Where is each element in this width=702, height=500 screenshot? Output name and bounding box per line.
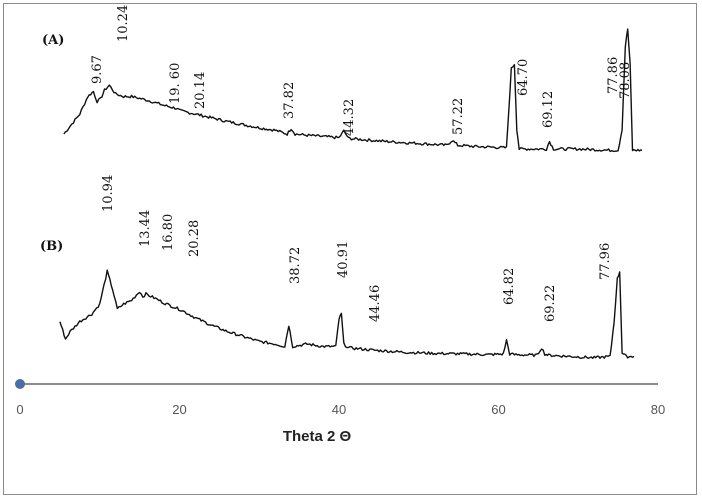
peak-label: 64.70 bbox=[516, 59, 531, 96]
peak-label: 57.22 bbox=[451, 98, 466, 135]
xrd-chart: 0 20 40 60 80 9.67 10.24 19. 60 20.14 37.82 44.32… bbox=[15, 5, 665, 445]
peak-label: 10.24 bbox=[116, 5, 131, 42]
series-layer bbox=[59, 28, 643, 359]
peak-label: 78.08 bbox=[618, 62, 633, 99]
x-tick-label: 80 bbox=[651, 402, 665, 417]
peak-label: 9.67 bbox=[90, 55, 105, 84]
peak-label: 13.44 bbox=[138, 210, 153, 247]
series-line-b bbox=[59, 269, 635, 359]
peak-label: 20.28 bbox=[187, 220, 202, 257]
peak-label: 20.14 bbox=[193, 72, 208, 109]
peak-label: 77.96 bbox=[598, 243, 613, 280]
x-ticks: 0 20 40 60 80 bbox=[16, 402, 665, 417]
peak-label: 44.32 bbox=[342, 99, 357, 136]
peak-label: 16.80 bbox=[161, 214, 176, 251]
peak-label: 10.94 bbox=[101, 175, 116, 212]
peak-label: 40.91 bbox=[336, 241, 351, 278]
peak-labels: 9.67 10.24 19. 60 20.14 37.82 44.32 57.22 64.70… bbox=[90, 5, 633, 322]
series-line-a bbox=[63, 28, 643, 153]
peak-label: 64.82 bbox=[502, 268, 517, 305]
series-label-a: (A) bbox=[42, 33, 64, 48]
chart-frame: 0 20 40 60 80 9.67 10.24 19. 60 20.14 37.82 44.32… bbox=[3, 3, 697, 495]
x-axis bbox=[15, 379, 658, 389]
peak-label: 69.22 bbox=[543, 285, 558, 322]
peak-label: 77.86 bbox=[606, 57, 621, 94]
x-axis-title: Theta 2 Θ bbox=[283, 428, 352, 445]
peak-label: 38.72 bbox=[288, 247, 303, 284]
origin-marker bbox=[15, 379, 25, 389]
peak-label: 19. 60 bbox=[168, 63, 183, 104]
peak-label: 69.12 bbox=[541, 91, 556, 128]
series-label-b: (B) bbox=[40, 239, 63, 254]
x-tick-label: 20 bbox=[172, 402, 186, 417]
peak-label: 37.82 bbox=[282, 82, 297, 119]
x-tick-label: 40 bbox=[332, 402, 346, 417]
x-tick-label: 0 bbox=[16, 402, 23, 417]
peak-label: 44.46 bbox=[368, 285, 383, 322]
x-tick-label: 60 bbox=[491, 402, 505, 417]
